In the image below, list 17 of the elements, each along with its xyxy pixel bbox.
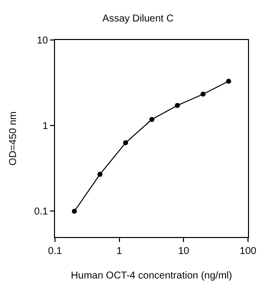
- y-tick-label: 10: [36, 36, 48, 46]
- x-tick-label: 100: [240, 246, 257, 257]
- point: [200, 92, 206, 97]
- point: [123, 140, 128, 146]
- y-tick-label: 1: [42, 121, 48, 132]
- x-axis-title: Human OCT-4 concentration (ng/ml): [70, 270, 232, 282]
- y-axis-title: OD=450 nm: [8, 111, 20, 166]
- x-tick-label: 1: [116, 246, 123, 257]
- y-tick-label: 0.1: [34, 206, 48, 218]
- x-tick-label: 0.1: [48, 246, 62, 257]
- point: [72, 208, 77, 214]
- point: [97, 172, 102, 177]
- point: [149, 116, 154, 122]
- point: [174, 102, 180, 108]
- point: [226, 78, 232, 84]
- x-tick-label: 10: [178, 246, 190, 257]
- chart-title: Assay Diluent C: [102, 14, 174, 25]
